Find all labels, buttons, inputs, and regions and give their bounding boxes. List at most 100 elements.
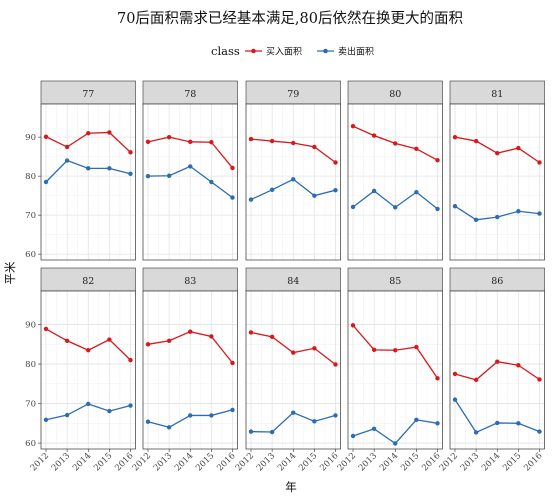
data-point-sell [516,209,521,214]
x-tick-label: 2016 [318,451,340,473]
data-point-sell [269,187,275,192]
legend-sell-point [323,48,328,54]
panel-border [40,103,136,261]
facet-label: 80 [389,89,401,100]
y-tick-label: 90 [25,133,36,143]
data-point-sell [145,173,151,179]
data-point-buy [86,348,91,353]
panel-border [449,103,545,261]
x-tick-label: 2012 [438,451,460,473]
data-point-sell [473,430,479,435]
legend: class 买入面积 卖出面积 [211,44,374,58]
data-point-sell [435,206,440,212]
data-point-buy [291,350,296,355]
facet-label: 79 [287,89,299,100]
chart-title: 70后面积需求已经基本满足,80后依然在换更大的面积 [117,10,463,27]
data-point-sell [452,397,458,402]
data-point-buy [371,133,377,138]
x-tick-label: 2016 [420,451,442,473]
data-point-buy [393,348,398,353]
data-point-buy [516,363,521,368]
data-point-sell [516,421,521,426]
data-point-sell [145,419,151,424]
x-tick-label: 2012 [336,451,358,473]
data-point-sell [209,179,214,185]
data-point-sell [312,193,317,198]
x-tick-label: 2015 [194,451,216,473]
legend-entry-sell: 卖出面积 [338,46,374,58]
x-tick-label: 2014 [71,451,93,473]
data-point-sell [188,413,193,418]
facet-label: 83 [184,276,196,287]
data-point-buy [188,139,193,145]
x-tick-label: 2014 [173,451,195,473]
data-point-sell [414,417,419,422]
data-point-sell [350,433,356,439]
data-point-buy [86,131,91,136]
data-point-buy [495,359,500,364]
data-point-buy [269,334,275,340]
data-point-sell [495,214,500,220]
data-point-buy [209,140,214,145]
data-point-buy [209,334,214,339]
legend-buy-point [251,48,256,54]
data-point-sell [312,419,317,424]
data-point-buy [145,139,151,145]
data-point-sell [393,441,398,446]
data-point-sell [230,407,235,413]
x-tick-label: 2012 [131,451,153,473]
x-tick-label: 2013 [357,451,379,473]
data-point-sell [230,195,235,200]
data-point-sell [188,164,193,169]
data-point-sell [43,417,49,422]
x-tick-label: 2015 [399,451,421,473]
data-point-sell [166,425,172,430]
data-point-buy [230,360,235,366]
legend-title: class [211,44,240,58]
legend-entry-buy: 买入面积 [266,46,302,58]
data-point-buy [166,338,172,343]
data-point-buy [188,329,193,334]
data-point-buy [128,357,133,363]
data-point-buy [145,342,151,347]
data-point-sell [393,205,398,210]
data-point-sell [107,166,112,171]
data-point-buy [473,377,479,383]
data-point-buy [435,376,440,381]
data-point-sell [333,413,338,418]
x-tick-label: 2015 [297,451,319,473]
data-point-sell [291,177,296,182]
data-point-buy [473,138,479,144]
data-point-buy [312,144,317,150]
data-point-buy [128,150,133,155]
data-point-buy [43,134,49,139]
data-point-buy [230,165,235,171]
x-tick-label: 2016 [215,451,237,473]
data-point-buy [166,134,172,140]
x-tick-label: 2013 [152,451,174,473]
facet-label: 77 [82,89,94,100]
data-point-sell [452,203,458,209]
y-tick-label: 70 [25,211,36,221]
data-point-buy [393,141,398,146]
facet-label: 82 [82,276,94,287]
data-point-sell [86,401,91,407]
x-axis-label: 年 [285,480,297,494]
data-point-sell [537,211,542,216]
data-point-buy [371,347,377,353]
data-point-buy [414,146,419,152]
y-axis-label: 平米 [3,261,17,284]
x-tick-label: 2016 [113,451,135,473]
panel-border [245,103,341,261]
facet-label: 85 [389,276,401,287]
x-tick-label: 2013 [255,451,277,473]
y-tick-label: 80 [25,172,36,182]
data-point-buy [248,136,254,142]
y-tick-label: 60 [25,250,36,260]
data-point-buy [435,157,440,163]
data-point-buy [269,138,275,144]
x-tick-label: 2014 [378,451,400,473]
